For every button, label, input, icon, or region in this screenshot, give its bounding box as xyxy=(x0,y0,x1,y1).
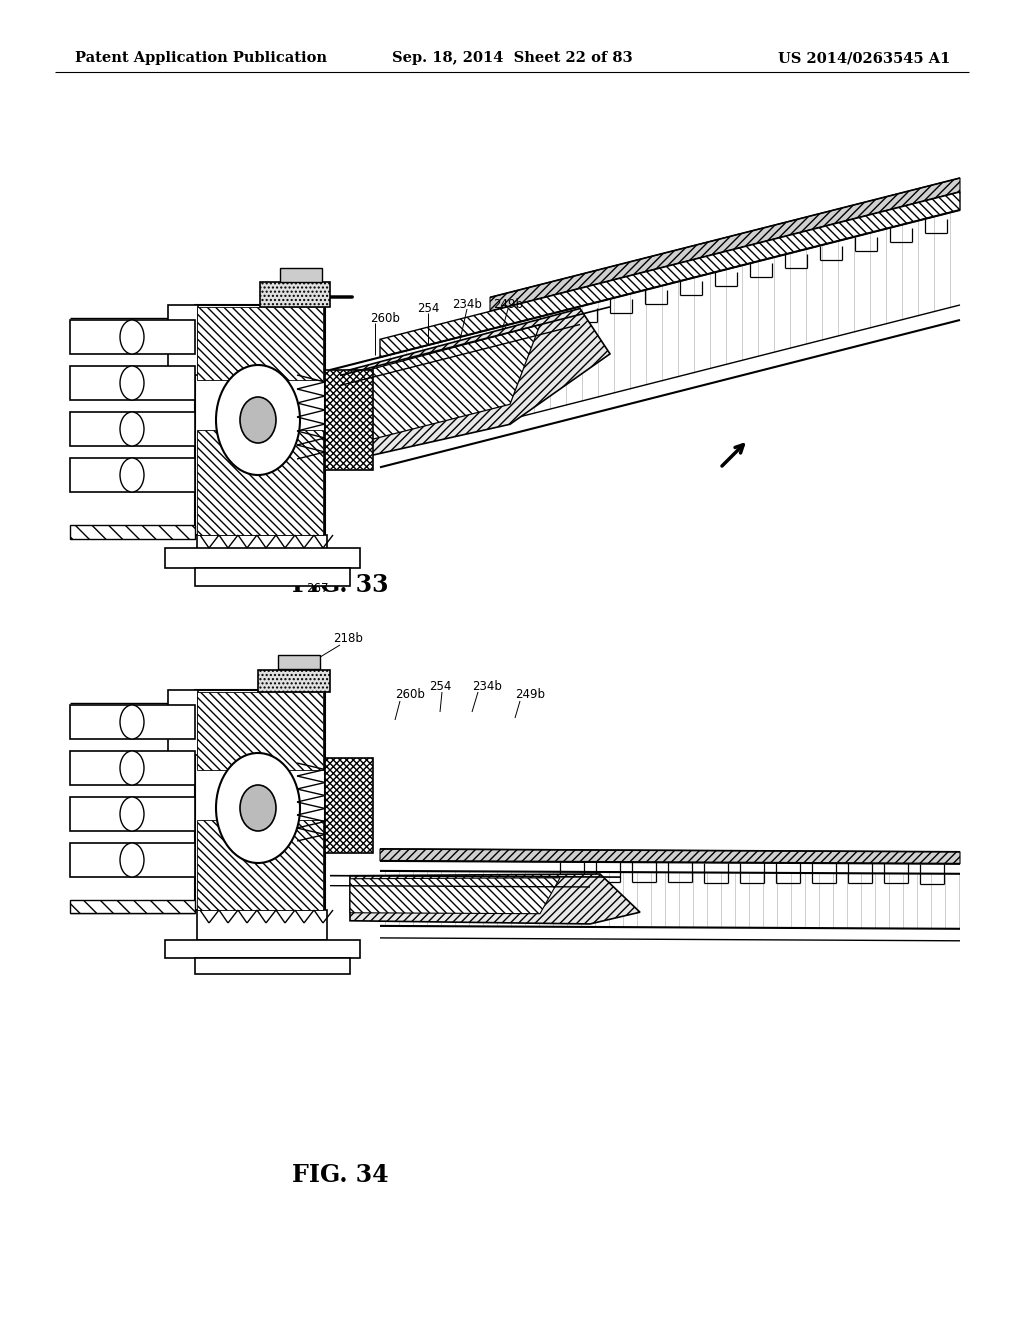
Bar xyxy=(278,655,319,669)
Polygon shape xyxy=(197,430,323,535)
Bar xyxy=(325,758,373,853)
Text: US 2014/0263545 A1: US 2014/0263545 A1 xyxy=(777,51,950,65)
Bar xyxy=(70,366,195,400)
Bar xyxy=(165,548,360,568)
Bar xyxy=(195,690,325,909)
Text: 260b: 260b xyxy=(370,312,400,325)
Bar xyxy=(165,940,360,958)
Bar xyxy=(325,370,373,470)
Bar xyxy=(168,305,198,375)
Text: 254: 254 xyxy=(429,680,452,693)
Bar xyxy=(258,671,330,692)
Bar xyxy=(195,958,350,974)
Bar xyxy=(168,690,198,755)
Bar xyxy=(197,535,327,570)
Ellipse shape xyxy=(240,397,276,444)
Polygon shape xyxy=(340,325,540,447)
Ellipse shape xyxy=(120,412,144,446)
Text: 234b: 234b xyxy=(472,680,502,693)
Polygon shape xyxy=(350,878,560,913)
Bar xyxy=(195,568,350,586)
Bar xyxy=(197,909,327,940)
Ellipse shape xyxy=(240,785,276,832)
Ellipse shape xyxy=(120,366,144,400)
Bar xyxy=(195,305,325,535)
Bar xyxy=(70,900,195,913)
Polygon shape xyxy=(490,178,961,312)
Ellipse shape xyxy=(120,458,144,492)
Text: FIG. 34: FIG. 34 xyxy=(292,1163,388,1187)
Text: 267: 267 xyxy=(306,582,329,594)
Text: Sep. 18, 2014  Sheet 22 of 83: Sep. 18, 2014 Sheet 22 of 83 xyxy=(392,51,632,65)
Ellipse shape xyxy=(120,843,144,876)
Ellipse shape xyxy=(120,319,144,354)
Text: 249b: 249b xyxy=(493,297,523,310)
Polygon shape xyxy=(380,191,961,358)
Text: 234b: 234b xyxy=(452,297,482,310)
Bar xyxy=(70,843,195,876)
Ellipse shape xyxy=(216,752,300,863)
Ellipse shape xyxy=(120,797,144,832)
Ellipse shape xyxy=(120,705,144,739)
Text: 254: 254 xyxy=(417,301,439,314)
Ellipse shape xyxy=(120,751,144,785)
Polygon shape xyxy=(197,692,323,770)
Polygon shape xyxy=(340,309,610,462)
Text: 249b: 249b xyxy=(515,689,545,701)
Bar xyxy=(70,797,195,832)
Polygon shape xyxy=(197,820,323,909)
Polygon shape xyxy=(350,874,640,924)
Bar xyxy=(70,458,195,492)
Polygon shape xyxy=(380,849,961,863)
Polygon shape xyxy=(197,308,323,380)
Bar xyxy=(280,268,322,282)
Text: FIG. 33: FIG. 33 xyxy=(292,573,388,597)
Text: 218b: 218b xyxy=(333,631,362,644)
Text: Patent Application Publication: Patent Application Publication xyxy=(75,51,327,65)
Bar xyxy=(70,705,195,739)
Bar xyxy=(70,525,195,539)
Text: 260b: 260b xyxy=(395,689,425,701)
Bar xyxy=(70,751,195,785)
Bar xyxy=(70,319,195,354)
Bar xyxy=(260,282,330,308)
Bar xyxy=(70,412,195,446)
Ellipse shape xyxy=(216,366,300,475)
